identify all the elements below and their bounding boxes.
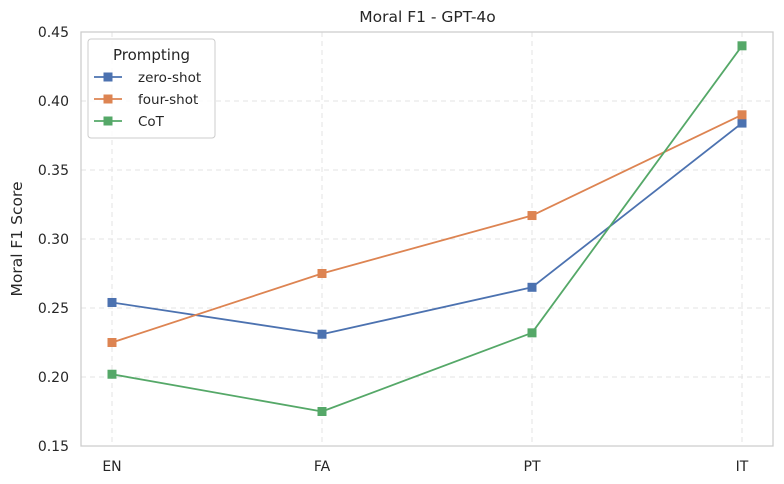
legend-item: four-shot — [94, 92, 198, 108]
data-point — [737, 41, 747, 51]
data-point — [527, 211, 537, 221]
x-tick-label: IT — [736, 459, 749, 475]
y-tick-label: 0.30 — [38, 232, 69, 248]
tick-labels: 0.15 0.20 0.25 0.30 0.35 0.40 0.45 EN FA PT IT — [38, 25, 749, 475]
y-tick-label: 0.45 — [38, 25, 69, 41]
legend-box — [87, 38, 216, 139]
legend-title: Prompting — [113, 46, 190, 64]
series-line — [111, 45, 743, 413]
data-point — [737, 110, 747, 120]
series-cot — [107, 41, 747, 416]
data-point — [317, 329, 327, 339]
series-line — [111, 113, 743, 344]
legend-swatch-marker — [103, 94, 113, 104]
data-point — [317, 407, 327, 416]
data-point — [527, 282, 537, 292]
data-point — [737, 118, 747, 128]
legend-label: CoT — [138, 114, 165, 130]
y-tick-label: 0.35 — [38, 163, 69, 179]
series-layer — [107, 41, 747, 416]
legend-swatch-marker — [103, 116, 113, 126]
series-zero-shot — [107, 118, 747, 339]
series-line — [111, 122, 743, 336]
data-point — [317, 269, 327, 278]
plot-frame — [80, 31, 774, 447]
legend-label: zero-shot — [138, 70, 201, 86]
data-point — [107, 369, 117, 379]
legend: Prompting zero-shot four-shot CoT — [87, 38, 216, 139]
y-tick-label: 0.25 — [38, 301, 69, 317]
legend-items: zero-shot four-shot CoT — [94, 70, 201, 130]
data-point — [107, 297, 117, 307]
series-four-shot — [107, 110, 747, 347]
y-tick-label: 0.15 — [38, 439, 69, 455]
legend-item: zero-shot — [94, 70, 201, 86]
y-axis-label: Moral F1 Score — [8, 181, 26, 296]
y-tick-label: 0.20 — [38, 370, 69, 386]
legend-label: four-shot — [138, 92, 198, 108]
x-tick-label: FA — [314, 459, 331, 475]
data-point — [107, 338, 117, 347]
chart-title: Moral F1 - GPT-4o — [359, 8, 496, 26]
data-point — [527, 328, 537, 338]
legend-swatch-marker — [103, 72, 113, 82]
x-tick-label: EN — [102, 459, 121, 475]
x-tick-label: PT — [524, 459, 541, 475]
y-tick-label: 0.40 — [38, 94, 69, 110]
legend-item: CoT — [94, 114, 165, 130]
